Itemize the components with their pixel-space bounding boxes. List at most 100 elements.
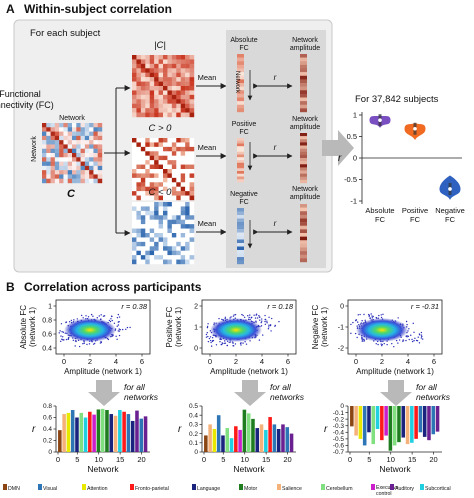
scatter-point — [262, 334, 264, 336]
matrix-cell — [97, 135, 103, 141]
matrix-cell — [54, 123, 60, 128]
matrix-cell — [54, 148, 60, 154]
panel-a-title: Within-subject correlation — [24, 2, 172, 16]
matrix-cell — [132, 259, 137, 265]
matrix-cell — [176, 191, 181, 196]
legend-swatch — [3, 484, 7, 490]
matrix-cell — [167, 77, 173, 82]
bar — [289, 433, 294, 452]
scatter-point — [245, 343, 248, 345]
bar — [135, 410, 139, 452]
bar-ytick-label: 0.2 — [189, 431, 198, 438]
matrix-cell — [180, 155, 186, 161]
matrix-cell — [145, 215, 150, 220]
matrix-cell — [46, 165, 51, 171]
matrix-cell — [84, 157, 90, 162]
matrix-cell — [50, 161, 56, 167]
matrix-cell — [132, 219, 137, 225]
matrix-cell — [185, 202, 190, 207]
vector-cell — [237, 160, 244, 163]
violin-xlabel: Negative — [435, 206, 465, 215]
matrix-cell — [167, 68, 173, 73]
matrix-cell — [167, 237, 173, 243]
scatter-point — [65, 338, 68, 341]
matrix-cell — [163, 108, 168, 113]
vector-cell — [300, 97, 307, 102]
for-all-line1: for all — [270, 382, 292, 392]
scatter-point — [211, 337, 214, 339]
matrix-cell — [154, 86, 159, 91]
vector-cell — [300, 167, 307, 171]
scatter-point — [241, 313, 243, 316]
matrix-cell — [176, 99, 181, 104]
vector-cell — [237, 239, 244, 244]
matrix-cell — [171, 55, 177, 60]
matrix-cell — [176, 90, 181, 96]
matrix-cell — [149, 215, 155, 220]
matrix-cell — [163, 81, 168, 87]
scatter-xtick-label: 0 — [208, 357, 212, 366]
matrix-cell — [136, 77, 142, 82]
matrix-cell — [163, 155, 168, 161]
matrix-cell — [132, 68, 137, 73]
matrix-cell — [158, 103, 164, 109]
matrix-cell — [189, 160, 195, 165]
matrix-cell — [185, 233, 190, 238]
vector-cell — [237, 215, 244, 219]
vector-cell — [237, 104, 244, 109]
scatter-point — [211, 340, 214, 343]
vector-cell — [237, 162, 244, 166]
vector-cell — [300, 251, 307, 255]
matrix-cell — [154, 108, 159, 113]
matrix-cell — [189, 202, 195, 207]
scatter-point — [253, 314, 255, 316]
bar — [255, 428, 260, 452]
matrix-cell — [163, 169, 168, 174]
matrix-cell — [136, 72, 142, 78]
matrix-cell — [180, 55, 186, 60]
matrix-cell — [89, 140, 94, 145]
matrix-cell — [149, 228, 155, 234]
matrix-cell — [185, 108, 190, 113]
scatter-point — [100, 340, 102, 343]
matrix-cell — [93, 140, 98, 145]
matrix-cell — [136, 138, 142, 143]
matrix-cell — [180, 173, 186, 179]
matrix-cell — [140, 112, 146, 118]
matrix-cell — [180, 160, 186, 165]
scatter-point — [406, 336, 408, 338]
matrix-cell — [185, 99, 190, 104]
matrix-cell — [72, 157, 77, 162]
matrix-cell — [132, 228, 137, 234]
matrix-cell — [180, 210, 186, 216]
matrix-cell — [176, 215, 181, 220]
matrix-cell — [189, 228, 195, 234]
matrix-cell — [171, 255, 177, 260]
matrix-cell — [176, 142, 181, 148]
matrix-cell — [163, 160, 168, 165]
scatter-point — [414, 337, 416, 340]
matrix-cell — [171, 81, 177, 87]
matrix-cell — [167, 241, 173, 247]
vector-cell — [237, 154, 244, 158]
scatter-point — [267, 328, 270, 330]
bar-xtick-label: 5 — [221, 455, 225, 464]
matrix-cell — [154, 224, 159, 229]
matrix-cell — [93, 165, 98, 171]
matrix-cell — [185, 177, 190, 183]
matrix-cell — [140, 182, 146, 187]
vector-cell — [300, 104, 307, 109]
matrix-cell — [50, 170, 56, 175]
scatter-point — [370, 313, 372, 315]
matrix-cell — [167, 81, 173, 87]
vector-cell — [300, 145, 307, 149]
matrix-cell — [171, 191, 177, 196]
pos-c-matrix — [132, 138, 195, 201]
matrix-cell — [185, 241, 190, 247]
legend-label-cont: control — [376, 491, 392, 497]
vector-cell — [300, 240, 307, 245]
vector-cell — [237, 138, 244, 141]
violin-median — [378, 118, 382, 122]
matrix-cell — [171, 155, 177, 161]
